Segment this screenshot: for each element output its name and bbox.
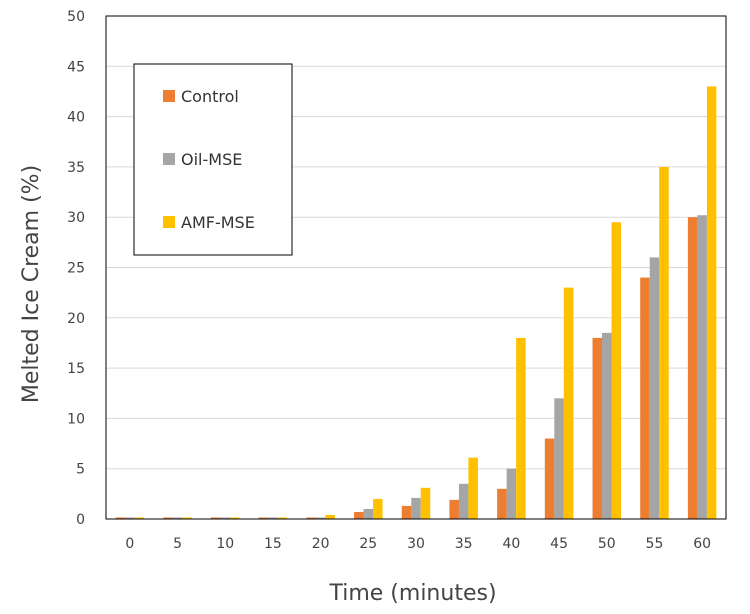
- bar-control-20: [306, 517, 316, 519]
- bar-oil-mse-50: [602, 332, 612, 519]
- y-tick-label: 45: [67, 59, 85, 75]
- bar-oil-mse-35: [458, 483, 469, 519]
- x-tick-label: 30: [407, 536, 425, 552]
- x-tick-label: 45: [550, 536, 568, 552]
- bar-amf-mse-15: [277, 517, 288, 519]
- x-tick-label: 35: [455, 536, 473, 552]
- bar-oil-mse-20: [315, 517, 326, 519]
- bar-oil-mse-60: [697, 215, 707, 520]
- legend: Control Oil-MSE AMF-MSE: [133, 63, 293, 256]
- bar-control-25: [354, 511, 364, 519]
- y-tick-label: 35: [67, 160, 85, 176]
- y-tick-label: 10: [67, 411, 85, 427]
- bar-control-55: [640, 277, 650, 519]
- bar-oil-mse-40: [506, 468, 517, 519]
- x-tick-label: 50: [598, 536, 616, 552]
- bar-amf-mse-45: [563, 287, 574, 519]
- bar-amf-mse-10: [229, 517, 240, 519]
- bar-control-0: [115, 517, 126, 519]
- legend-swatch-amf-mse: [163, 216, 175, 228]
- y-axis-title: Melted Ice Cream (%): [19, 165, 44, 403]
- bar-control-15: [258, 517, 269, 519]
- bar-oil-mse-45: [554, 398, 564, 519]
- bar-control-5: [163, 517, 173, 519]
- bar-control-45: [544, 438, 555, 519]
- x-tick-label: 40: [502, 536, 520, 552]
- x-tick-label: 60: [693, 536, 711, 552]
- legend-swatch-control: [163, 90, 175, 102]
- legend-swatch-oil-mse: [163, 153, 175, 165]
- bar-control-60: [687, 217, 698, 519]
- bar-amf-mse-40: [516, 337, 526, 519]
- bar-amf-mse-55: [659, 166, 669, 519]
- bar-amf-mse-50: [611, 222, 622, 520]
- bar-oil-mse-55: [649, 257, 660, 519]
- x-tick-label: 55: [646, 536, 664, 552]
- bar-amf-mse-5: [182, 517, 192, 519]
- y-tick-label: 15: [67, 361, 85, 377]
- bar-amf-mse-0: [134, 517, 145, 519]
- legend-label-control: Control: [181, 87, 239, 106]
- bar-oil-mse-0: [125, 517, 135, 519]
- y-tick-label: 20: [67, 311, 85, 327]
- bars: [115, 86, 717, 520]
- bar-amf-mse-25: [373, 498, 383, 519]
- bar-control-30: [401, 505, 412, 519]
- bar-amf-mse-60: [706, 86, 717, 520]
- x-tick-labels: 0 5 10 15 20 25 30 35 40 45 50 55 60: [125, 536, 711, 552]
- bar-amf-mse-20: [325, 514, 335, 519]
- bar-oil-mse-10: [220, 517, 230, 519]
- y-tick-label: 25: [67, 261, 85, 277]
- bar-oil-mse-5: [172, 517, 183, 519]
- y-tick-label: 40: [67, 110, 85, 126]
- bar-oil-mse-25: [363, 508, 374, 519]
- x-tick-label: 10: [216, 536, 234, 552]
- bar-amf-mse-30: [420, 487, 431, 519]
- x-tick-label: 25: [359, 536, 377, 552]
- bar-control-50: [592, 337, 603, 519]
- bar-control-35: [449, 499, 459, 519]
- y-tick-label: 5: [76, 462, 85, 478]
- y-tick-label: 0: [76, 512, 85, 528]
- x-tick-label: 0: [125, 536, 134, 552]
- y-tick-label: 50: [67, 9, 85, 25]
- legend-label-amf-mse: AMF-MSE: [181, 213, 255, 232]
- bar-oil-mse-30: [411, 497, 421, 519]
- legend-box: [133, 63, 293, 256]
- bar-control-40: [497, 488, 507, 519]
- bar-control-10: [210, 517, 221, 519]
- x-tick-label: 15: [264, 536, 282, 552]
- x-tick-label: 20: [312, 536, 330, 552]
- y-tick-labels: 0 5 10 15 20 25 30 35 40 45 50: [67, 9, 85, 528]
- y-tick-label: 30: [67, 210, 85, 226]
- legend-label-oil-mse: Oil-MSE: [181, 150, 242, 169]
- bar-oil-mse-15: [268, 517, 278, 519]
- plot-area-frame: [105, 15, 727, 520]
- bar-amf-mse-35: [468, 457, 478, 519]
- x-tick-label: 5: [173, 536, 182, 552]
- x-axis-title: Time (minutes): [328, 581, 496, 606]
